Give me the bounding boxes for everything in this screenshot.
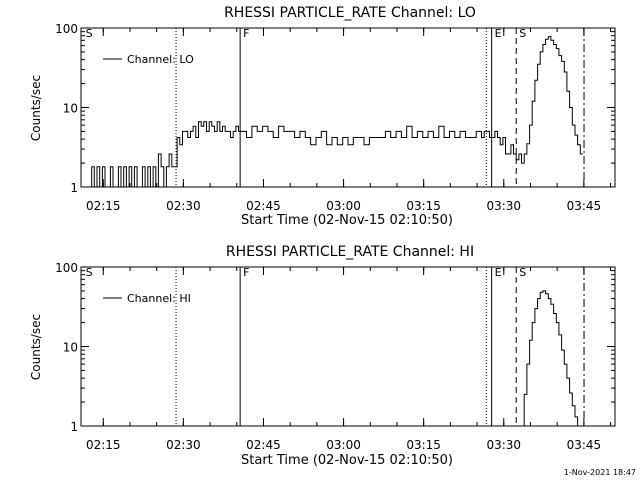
y-tick-label: 1 <box>70 420 78 434</box>
footer-timestamp: 1-Nov-2021 18:47 <box>564 468 636 477</box>
x-axis-label-hi: Start Time (02-Nov-15 02:10:50) <box>241 453 453 468</box>
x-tick-label: 03:15 <box>406 199 441 213</box>
legend-lo: Channel: LO <box>103 53 194 66</box>
x-tick-label: 03:30 <box>486 438 521 452</box>
x-tick-label: 03:00 <box>326 199 361 213</box>
x-tick-label: 02:30 <box>166 438 201 452</box>
x-tick-label: 02:45 <box>246 438 281 452</box>
x-tick-label: 03:30 <box>486 199 521 213</box>
y-tick-label: 1 <box>70 181 78 195</box>
marker-label: S <box>519 27 526 40</box>
chart-panel-hi: RHESSI PARTICLE_RATE Channel: HI Start T… <box>29 244 616 468</box>
y-tick-label: 10 <box>63 102 78 116</box>
y-tick-label: 10 <box>63 341 78 355</box>
x-tick-label: 02:30 <box>166 199 201 213</box>
x-tick-label: 02:15 <box>86 438 121 452</box>
x-tick-label: 02:45 <box>246 199 281 213</box>
marker-label: F <box>243 27 249 40</box>
chart-title-hi: RHESSI PARTICLE_RATE Channel: HI <box>226 244 474 260</box>
x-axis-label-lo: Start Time (02-Nov-15 02:10:50) <box>241 213 453 228</box>
series-line-0 <box>89 36 583 188</box>
y-axis-label-hi: Counts/sec <box>29 314 43 380</box>
x-tick-label: 02:15 <box>86 199 121 213</box>
x-tick-label: 03:15 <box>406 438 441 452</box>
marker-label: S <box>86 27 93 40</box>
marker-label: S <box>86 266 93 279</box>
x-tick-label: 03:45 <box>567 438 602 452</box>
chart-panel-lo: RHESSI PARTICLE_RATE Channel: LO Start T… <box>29 5 616 228</box>
x-tick-label: 03:45 <box>567 199 602 213</box>
marker-label: E <box>495 27 502 40</box>
y-tick-label: 100 <box>55 22 78 36</box>
marker-label: E <box>495 266 502 279</box>
marker-label: F <box>243 266 249 279</box>
plot-frame <box>80 266 616 427</box>
marker-label: S <box>519 266 526 279</box>
chart-title-lo: RHESSI PARTICLE_RATE Channel: LO <box>224 5 476 21</box>
x-tick-label: 03:00 <box>326 438 361 452</box>
series-line-0 <box>521 290 583 427</box>
legend-label-lo: Channel: LO <box>127 53 194 66</box>
y-axis-label-lo: Counts/sec <box>29 75 43 141</box>
legend-label-hi: Channel: HI <box>127 292 191 305</box>
y-tick-label: 100 <box>55 261 78 275</box>
legend-hi: Channel: HI <box>103 292 191 305</box>
